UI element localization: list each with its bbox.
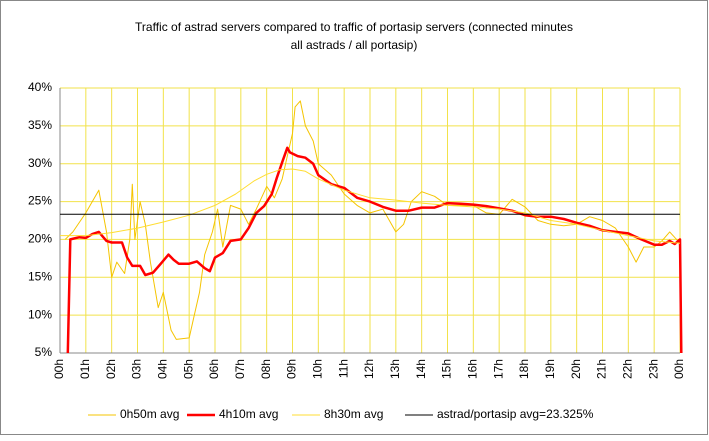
x-tick-label: 05h: [181, 359, 195, 379]
y-tick-label: 25%: [28, 194, 52, 208]
x-tick-label: 10h: [311, 359, 325, 379]
x-tick-label: 18h: [517, 359, 531, 379]
x-tick-label: 13h: [388, 359, 402, 379]
x-tick-label: 23h: [646, 359, 660, 379]
legend-label: 8h30m avg: [324, 407, 383, 421]
x-tick-label: 14h: [414, 359, 428, 379]
x-tick-label: 20h: [569, 359, 583, 379]
y-tick-label: 15%: [28, 269, 52, 283]
chart-title: all astrads / all portasip): [291, 38, 418, 52]
legend-label: astrad/portasip avg=23.325%: [437, 407, 594, 421]
x-tick-label: 02h: [104, 359, 118, 379]
x-tick-label: 01h: [78, 359, 92, 379]
x-tick-label: 12h: [362, 359, 376, 379]
y-tick-label: 10%: [28, 307, 52, 321]
legend-label: 4h10m avg: [219, 407, 278, 421]
x-tick-label: 00h: [672, 359, 686, 379]
x-tick-label: 08h: [259, 359, 273, 379]
x-tick-label: 11h: [336, 359, 350, 378]
x-tick-label: 00h: [52, 359, 66, 379]
x-tick-label: 21h: [595, 359, 609, 379]
x-tick-label: 07h: [233, 359, 247, 379]
y-tick-label: 30%: [28, 156, 52, 170]
y-tick-label: 40%: [28, 80, 52, 94]
y-tick-label: 20%: [28, 232, 52, 246]
x-tick-label: 03h: [130, 359, 144, 379]
x-tick-label: 16h: [466, 359, 480, 379]
series-line: [60, 168, 681, 244]
series-line: [66, 146, 683, 354]
legend-label: 0h50m avg: [120, 407, 179, 421]
y-tick-label: 35%: [28, 118, 52, 132]
x-tick-label: 22h: [621, 359, 635, 379]
series-line: [64, 100, 681, 340]
y-tick-label: 5%: [35, 345, 53, 359]
chart-title: Traffic of astrad servers compared to tr…: [135, 20, 573, 34]
x-tick-label: 06h: [207, 359, 221, 379]
x-tick-label: 15h: [440, 359, 454, 379]
x-tick-label: 04h: [156, 359, 170, 379]
x-tick-label: 17h: [491, 359, 505, 379]
x-tick-label: 09h: [285, 359, 299, 379]
x-tick-label: 19h: [543, 359, 557, 379]
